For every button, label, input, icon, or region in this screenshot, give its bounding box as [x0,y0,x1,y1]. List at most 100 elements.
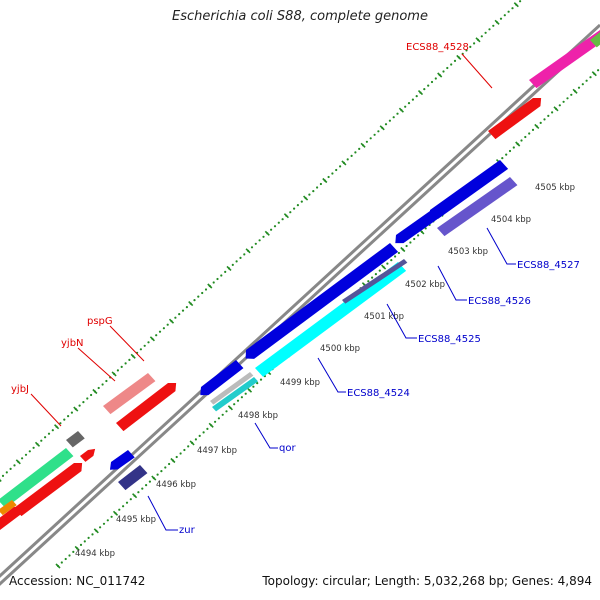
major-tick [189,440,195,446]
tick-dot [174,316,177,319]
scale-label: 4503 kbp [448,247,488,257]
scale-label: 4499 kbp [280,378,320,388]
tick-dot [411,98,414,101]
tick-dot [91,533,94,536]
major-tick [303,195,309,201]
major-tick [264,230,270,236]
tick-dot [221,413,224,416]
major-tick [93,528,99,534]
major-tick [112,510,119,516]
tick-dot [417,234,420,237]
tick-dot [243,253,246,256]
tick-dot [187,445,190,448]
tick-dot [258,239,261,242]
tick-dot [407,102,411,105]
tick-dot [390,259,393,262]
tick-dot [197,295,200,298]
major-tick [379,125,385,131]
tick-dot [122,505,125,508]
tick-dot [83,540,86,543]
tick-dot [90,393,93,397]
gene-label: pspG [87,316,113,327]
tick-dot [194,438,197,441]
major-tick [207,283,213,289]
major-tick [437,72,443,78]
tick-dot [413,237,416,241]
scale-label: 4494 kbp [75,549,115,559]
feature-rev-qor-gene [200,360,244,396]
tick-dot [512,146,515,149]
forward-tick-track [0,0,522,482]
tick-dot [67,415,70,418]
tick-dot [434,77,437,80]
tick-dot [21,457,24,460]
tick-dot [319,182,322,186]
tick-dot [181,309,185,312]
tick-dot [499,17,503,20]
gene-label: ECS88_4524 [347,388,410,399]
tick-dot [51,429,54,432]
tick-dot [87,536,90,540]
tick-dot [528,132,531,135]
tick-dot [256,382,259,385]
tick-dot [116,369,119,372]
scale-label: 4500 kbp [320,344,360,354]
feature-fwd-yjbN [103,373,156,415]
tick-dot [40,439,43,442]
tick-dot [60,561,63,564]
tick-dot [179,452,182,455]
gene-label: ECS88_4525 [418,334,481,345]
tick-dot [59,422,62,425]
tick-dot [519,0,522,3]
tick-dot [539,121,542,124]
tick-dot [365,140,368,143]
tick-dot [97,386,100,390]
feature-rev-zur-lower [118,465,148,491]
major-tick [283,213,289,219]
tick-dot [118,508,121,511]
tick-dot [377,130,380,133]
major-tick [553,106,559,112]
tick-dot [110,515,113,518]
tick-dot [427,84,430,87]
gene-label: ECS88_4527 [517,260,580,271]
feature-fwd-outer-green [0,448,74,509]
tick-dot [102,522,106,525]
tick-dot [415,95,418,98]
callout-line [77,347,116,382]
tick-dot [339,165,342,168]
tick-dot [214,420,217,423]
feature-rev-ECS88_4524-gene [245,243,399,359]
tick-dot [392,116,395,119]
tick-dot [201,291,204,295]
tick-dot [125,501,129,504]
tick-dot [79,543,83,547]
tick-dot [259,378,263,381]
tick-dot [28,450,31,453]
feature-fwd-ECS88_4528-inner [488,97,542,140]
feature-rev-ECS88_4527-gene [429,160,509,219]
tick-dot [296,204,299,207]
tick-dot [32,446,35,449]
tick-dot [68,554,71,557]
scale-label: 4496 kbp [156,480,196,490]
map-title: Escherichia coli S88, complete genome [172,9,428,24]
tick-dot [101,383,104,386]
tick-dot [145,484,148,487]
backbone-line-outer [0,23,600,578]
tick-dot [124,362,127,365]
tick-dot [9,467,12,470]
major-tick [74,545,80,551]
tick-dot [24,453,28,456]
tick-dot [488,28,491,31]
tick-dot [86,397,89,400]
tick-dot [331,172,334,175]
tick-dot [168,462,171,466]
major-tick [494,19,500,25]
tick-dot [350,154,353,157]
major-tick [151,475,157,481]
major-tick [188,301,194,307]
tick-dot [147,341,150,344]
tick-dot [162,327,165,330]
